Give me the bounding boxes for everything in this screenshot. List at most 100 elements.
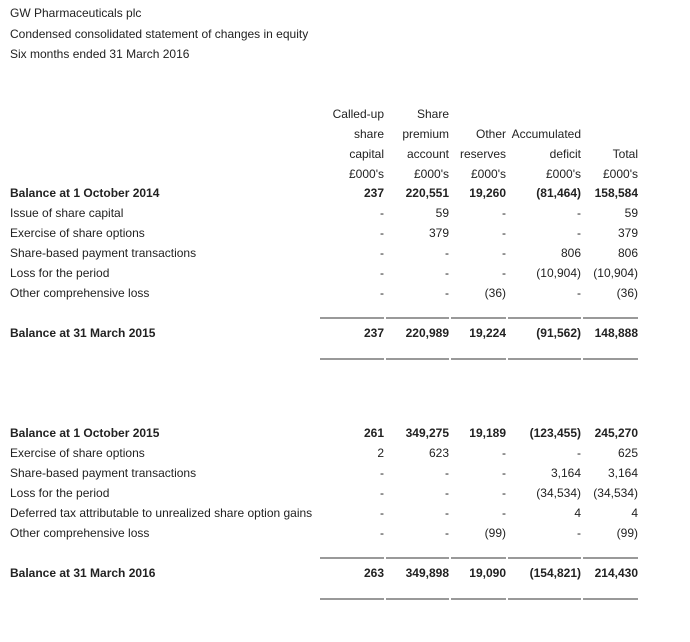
cell: - [502, 246, 506, 260]
column-header: deficit [550, 147, 582, 161]
cell: - [445, 526, 449, 540]
cell: - [445, 486, 449, 500]
row-label: Deferred tax attributable to unrealized … [10, 506, 312, 520]
cell: 349,898 [406, 566, 450, 580]
cell: 220,551 [406, 186, 450, 200]
cell: - [380, 206, 384, 220]
cell: 3,164 [551, 466, 581, 480]
column-header: Share [417, 107, 449, 121]
cell: - [380, 246, 384, 260]
row-label: Balance at 1 October 2014 [10, 186, 160, 200]
cell: - [577, 286, 581, 300]
column-header: £000's [546, 167, 581, 181]
cell: 237 [364, 186, 384, 200]
cell: - [502, 266, 506, 280]
cell: - [577, 526, 581, 540]
cell: 379 [429, 226, 449, 240]
cell: (91,562) [536, 326, 581, 340]
row-label: Share-based payment transactions [10, 246, 196, 260]
cell: 237 [364, 326, 384, 340]
cell: 245,270 [595, 426, 639, 440]
column-header: Called-up [333, 107, 385, 121]
column-header: Accumulated [512, 127, 581, 141]
column-header: capital [349, 147, 384, 161]
row-label: Balance at 31 March 2016 [10, 566, 156, 580]
row-label: Other comprehensive loss [10, 286, 149, 300]
statement-title: Condensed consolidated statement of chan… [10, 27, 308, 41]
cell: - [577, 446, 581, 460]
cell: - [502, 466, 506, 480]
row-label: Balance at 1 October 2015 [10, 426, 160, 440]
row-label: Issue of share capital [10, 206, 123, 220]
cell: - [380, 226, 384, 240]
cell: 3,164 [608, 466, 638, 480]
company: GW Pharmaceuticals plc [10, 6, 141, 20]
column-header: account [407, 147, 450, 161]
cell: 623 [429, 446, 449, 460]
row-label: Loss for the period [10, 266, 109, 280]
cell: 19,090 [469, 566, 506, 580]
cell: - [502, 206, 506, 220]
column-header: £000's [414, 167, 449, 181]
cell: - [577, 206, 581, 220]
cell: 148,888 [595, 326, 639, 340]
cell: 59 [436, 206, 450, 220]
cell: (34,534) [536, 486, 581, 500]
cell: - [502, 226, 506, 240]
row-label: Exercise of share options [10, 446, 145, 460]
row-label: Exercise of share options [10, 226, 145, 240]
cell: (81,464) [536, 186, 581, 200]
cell: - [380, 506, 384, 520]
cell: 4 [631, 506, 638, 520]
cell: - [380, 466, 384, 480]
column-header: £000's [603, 167, 638, 181]
cell: 19,260 [469, 186, 506, 200]
cell: - [380, 526, 384, 540]
cell: - [502, 506, 506, 520]
column-header: reserves [460, 147, 506, 161]
cell: - [380, 286, 384, 300]
cell: 806 [561, 246, 581, 260]
cell: - [445, 466, 449, 480]
row-label: Other comprehensive loss [10, 526, 149, 540]
cell: (99) [617, 526, 638, 540]
column-header: Total [613, 147, 638, 161]
cell: - [380, 486, 384, 500]
cell: 214,430 [595, 566, 639, 580]
cell: (34,534) [593, 486, 638, 500]
cell: 263 [364, 566, 384, 580]
cell: 2 [377, 446, 384, 460]
cell: - [502, 446, 506, 460]
cell: 625 [618, 446, 638, 460]
cell: (123,455) [530, 426, 581, 440]
cell: 261 [364, 426, 384, 440]
row-label: Balance at 31 March 2015 [10, 326, 156, 340]
cell: 806 [618, 246, 638, 260]
cell: - [380, 266, 384, 280]
cell: - [445, 266, 449, 280]
row-label: Loss for the period [10, 486, 109, 500]
cell: 19,189 [469, 426, 506, 440]
cell: - [445, 286, 449, 300]
cell: 349,275 [406, 426, 450, 440]
cell: - [577, 226, 581, 240]
cell: (99) [485, 526, 506, 540]
cell: 4 [574, 506, 581, 520]
column-header: share [354, 127, 384, 141]
column-header: £000's [471, 167, 506, 181]
cell: - [445, 246, 449, 260]
cell: (10,904) [536, 266, 581, 280]
cell: (36) [617, 286, 638, 300]
cell: 158,584 [595, 186, 639, 200]
cell: 379 [618, 226, 638, 240]
cell: 59 [625, 206, 639, 220]
column-header: £000's [349, 167, 384, 181]
cell: - [502, 486, 506, 500]
cell: (154,821) [530, 566, 581, 580]
cell: 220,989 [406, 326, 450, 340]
cell: - [445, 506, 449, 520]
cell: (36) [485, 286, 506, 300]
period: Six months ended 31 March 2016 [10, 47, 190, 61]
